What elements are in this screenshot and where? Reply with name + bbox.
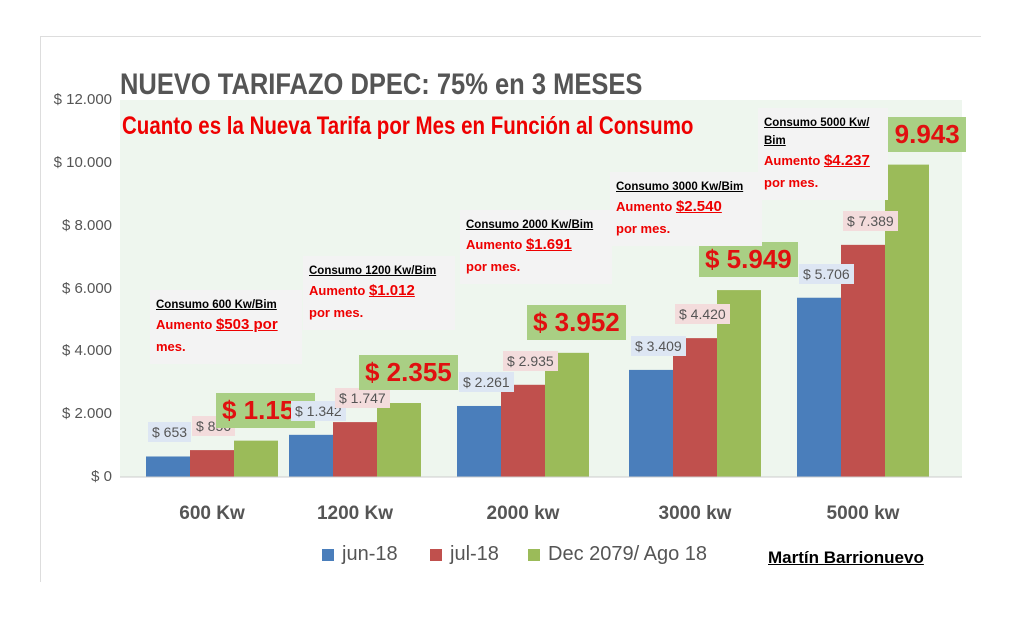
bar-jun-18 <box>289 434 333 477</box>
annotation-amount: $1.691 <box>525 236 572 253</box>
chart-title: NUEVO TARIFAZO DPEC: 75% en 3 MESES <box>120 68 643 101</box>
y-tick-label: $ 4.000 <box>61 342 112 360</box>
y-tick-label: $ 2.000 <box>61 405 112 423</box>
legend-item-jun: jun-18 <box>322 543 398 566</box>
annotation-post: por mes. <box>764 175 819 190</box>
chart-subtitle: Cuanto es la Nueva Tarifa por Mes en Fun… <box>122 112 694 140</box>
bar-jun-18 <box>629 369 673 477</box>
bar-jul-18 <box>673 338 717 477</box>
y-tick-label: $ 6.000 <box>61 279 112 297</box>
author: Martín Barrionuevo <box>768 548 924 567</box>
x-tick-label: 5000 kw <box>826 503 900 524</box>
annotation-pre: Aumento <box>309 283 369 298</box>
legend-item-jul: jul-18 <box>430 543 499 566</box>
bar-jun-18 <box>797 297 841 477</box>
x-tick-label: 1200 Kw <box>316 503 394 524</box>
annotation-pre: Aumento <box>466 237 526 252</box>
annotation-pre: Aumento <box>764 153 824 168</box>
y-tick-label: $ 8.000 <box>61 216 112 234</box>
annotation-post: por mes. <box>616 221 671 236</box>
x-tick-label: 2000 kw <box>486 503 560 524</box>
bar-jun-18 <box>457 405 501 477</box>
annotation-amount: $503 por <box>215 316 278 333</box>
bar-jul-18 <box>333 422 377 477</box>
bar-jun-18 <box>146 456 190 477</box>
annotation-pre: Aumento <box>156 317 216 332</box>
annotation-head: Consumo 1200 Kw/Bim <box>309 265 437 277</box>
annotation-head: Consumo 5000 Kw/ Bim <box>764 117 870 147</box>
data-label: $ 2.261 <box>459 371 514 392</box>
data-label: $ 4.420 <box>675 304 730 325</box>
annotation-head: Consumo 600 Kw/Bim <box>156 299 277 311</box>
data-label: $ 653 <box>148 422 192 443</box>
legend-item-dec: Dec 2079/ Ago 18 <box>528 543 707 566</box>
annotation-pre: Aumento <box>616 199 676 214</box>
data-label: $ 7.389 <box>843 210 898 231</box>
annotation-head: Consumo 2000 Kw/Bim <box>466 219 594 231</box>
annotation-box: Consumo 5000 Kw/ Bim Aumento $4.237 por me… <box>758 108 888 200</box>
data-label: $ 3.409 <box>631 335 686 356</box>
chart-frame <box>40 36 981 582</box>
annotation-box: Consumo 2000 Kw/Bim Aumento $1.691 por mes… <box>460 210 612 284</box>
x-tick-label: 600 Kw <box>179 503 245 524</box>
annotation-amount: $4.237 <box>823 152 870 169</box>
annotation-box: Consumo 1200 Kw/Bim Aumento $1.012 por mes… <box>303 256 455 330</box>
bar-dec-2079-ago-18 <box>377 403 421 477</box>
annotation-amount: $2.540 <box>675 198 722 215</box>
data-label-highlight: $ 2.355 <box>359 355 458 390</box>
data-label-highlight: $ 5.949 <box>699 242 798 278</box>
data-label: $ 1.747 <box>335 388 390 409</box>
data-label: $ 5.706 <box>799 263 854 284</box>
x-tick-label: 3000 kw <box>658 503 732 524</box>
annotation-box: Consumo 600 Kw/Bim Aumento $503 por mes. <box>150 290 302 364</box>
annotation-post: mes. <box>156 339 186 354</box>
annotation-head: Consumo 3000 Kw/Bim <box>616 181 744 193</box>
bar-dec-2079-ago-18 <box>545 352 589 477</box>
annotation-post: por mes. <box>466 259 521 274</box>
bar-jul-18 <box>190 450 234 477</box>
y-tick-label: $ 12.000 <box>53 91 112 108</box>
annotation-amount: $1.012 <box>368 282 415 299</box>
data-label: $ 1.342 <box>291 400 346 421</box>
bar-dec-2079-ago-18 <box>234 440 278 477</box>
y-tick-label: $ 10.000 <box>53 153 112 171</box>
annotation-post: por mes. <box>309 305 364 320</box>
y-tick-label: $ 0 <box>91 468 112 485</box>
annotation-box: Consumo 3000 Kw/Bim Aumento $2.540 por mes… <box>610 172 762 246</box>
bar-jul-18 <box>501 384 545 477</box>
data-label-highlight: $ 3.952 <box>527 304 626 340</box>
data-label: $ 2.935 <box>503 350 558 371</box>
